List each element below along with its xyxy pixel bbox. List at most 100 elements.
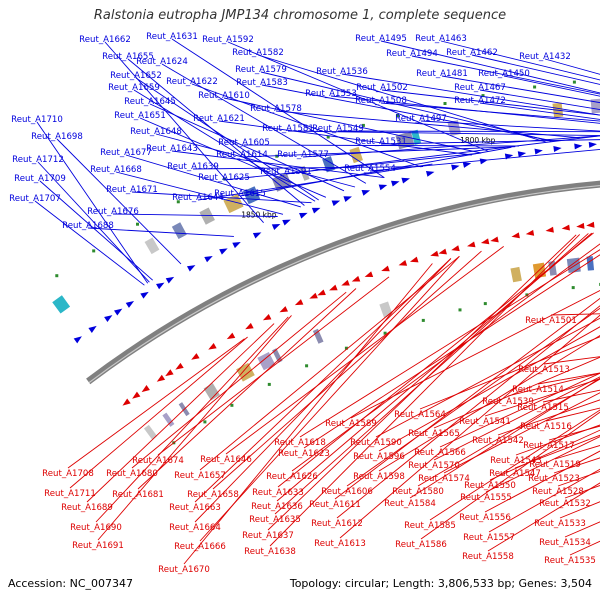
gene-label[interactable]: Reut_A1515 bbox=[517, 403, 569, 413]
gene-label[interactable]: Reut_A1528 bbox=[532, 487, 584, 497]
gene-label[interactable]: Reut_A1614 bbox=[216, 150, 268, 160]
gene-label[interactable]: Reut_A1523 bbox=[528, 474, 580, 484]
gene-label[interactable]: Reut_A1659 bbox=[108, 83, 160, 93]
gene-label[interactable]: Reut_A1517 bbox=[523, 441, 575, 451]
gene-label[interactable]: Reut_A1635 bbox=[249, 515, 301, 525]
gene-label[interactable]: Reut_A1707 bbox=[9, 194, 61, 204]
gene-label[interactable]: Reut_A1592 bbox=[202, 35, 254, 45]
gene-label[interactable]: Reut_A1472 bbox=[454, 96, 506, 106]
gene-label[interactable]: Reut_A1494 bbox=[386, 49, 438, 59]
gene-label[interactable]: Reut_A1698 bbox=[31, 132, 83, 142]
gene-label[interactable]: Reut_A1550 bbox=[464, 481, 516, 491]
gene-label[interactable]: Reut_A1577 bbox=[277, 150, 329, 160]
gene-label[interactable]: Reut_A1555 bbox=[460, 493, 512, 503]
gene-label[interactable]: Reut_A1710 bbox=[11, 115, 63, 125]
gene-label[interactable]: Reut_A1681 bbox=[112, 490, 164, 500]
gene-label[interactable]: Reut_A1658 bbox=[187, 490, 239, 500]
gene-label[interactable]: Reut_A1539 bbox=[482, 397, 534, 407]
gene-label[interactable]: Reut_A1712 bbox=[12, 155, 64, 165]
gene-label[interactable]: Reut_A1463 bbox=[415, 34, 467, 44]
gene-label[interactable]: Reut_A1618 bbox=[274, 438, 326, 448]
gene-label[interactable]: Reut_A1663 bbox=[169, 503, 221, 513]
gene-label[interactable]: Reut_A1643 bbox=[146, 144, 198, 154]
gene-label[interactable]: Reut_A1624 bbox=[136, 57, 188, 67]
gene-label[interactable]: Reut_A1557 bbox=[463, 533, 515, 543]
gene-label[interactable]: Reut_A1516 bbox=[520, 422, 572, 432]
gene-label[interactable]: Reut_A1432 bbox=[519, 52, 571, 62]
gene-label[interactable]: Reut_A1651 bbox=[114, 111, 166, 121]
gene-label[interactable]: Reut_A1623 bbox=[278, 449, 330, 459]
gene-label[interactable]: Reut_A1556 bbox=[459, 513, 511, 523]
gene-label[interactable]: Reut_A1533 bbox=[534, 519, 586, 529]
gene-label[interactable]: Reut_A1610 bbox=[198, 91, 250, 101]
gene-label[interactable]: Reut_A1652 bbox=[110, 71, 162, 81]
gene-label[interactable]: Reut_A1688 bbox=[62, 221, 114, 231]
gene-label[interactable]: Reut_A1574 bbox=[418, 474, 470, 484]
gene-label[interactable]: Reut_A1596 bbox=[353, 452, 405, 462]
gene-label[interactable]: Reut_A1570 bbox=[408, 461, 460, 471]
gene-label[interactable]: Reut_A1605 bbox=[218, 138, 270, 148]
gene-label[interactable]: Reut_A1508 bbox=[355, 96, 407, 106]
gene-label[interactable]: Reut_A1636 bbox=[251, 502, 303, 512]
gene-label[interactable]: Reut_A1536 bbox=[316, 67, 368, 77]
gene-label[interactable]: Reut_A1580 bbox=[392, 487, 444, 497]
gene-label[interactable]: Reut_A1554 bbox=[344, 164, 396, 174]
gene-label[interactable]: Reut_A1676 bbox=[87, 207, 139, 217]
gene-label[interactable]: Reut_A1519 bbox=[529, 460, 581, 470]
gene-label[interactable]: Reut_A1689 bbox=[61, 503, 113, 513]
gene-label[interactable]: Reut_A1622 bbox=[166, 77, 218, 87]
gene-label[interactable]: Reut_A1462 bbox=[446, 48, 498, 58]
gene-label[interactable]: Reut_A1542 bbox=[472, 436, 524, 446]
gene-label[interactable]: Reut_A1711 bbox=[44, 489, 96, 499]
gene-label[interactable]: Reut_A1674 bbox=[132, 456, 184, 466]
gene-label[interactable]: Reut_A1553 bbox=[305, 89, 357, 99]
gene-label[interactable]: Reut_A1626 bbox=[266, 472, 318, 482]
gene-label[interactable]: Reut_A1582 bbox=[232, 48, 284, 58]
gene-label[interactable]: Reut_A1541 bbox=[459, 417, 511, 427]
gene-label[interactable]: Reut_A1585 bbox=[404, 521, 456, 531]
gene-label[interactable]: Reut_A1531 bbox=[355, 137, 407, 147]
gene-label[interactable]: Reut_A1655 bbox=[102, 52, 154, 62]
gene-label[interactable]: Reut_A1670 bbox=[158, 565, 210, 575]
gene-label[interactable]: Reut_A1549 bbox=[312, 124, 364, 134]
gene-label[interactable]: Reut_A1583 bbox=[236, 78, 288, 88]
gene-label[interactable]: Reut_A1690 bbox=[70, 523, 122, 533]
gene-label[interactable]: Reut_A1481 bbox=[416, 69, 468, 79]
gene-label[interactable]: Reut_A1666 bbox=[174, 542, 226, 552]
gene-label[interactable]: Reut_A1668 bbox=[90, 165, 142, 175]
gene-label[interactable]: Reut_A1590 bbox=[350, 438, 402, 448]
gene-label[interactable]: Reut_A1621 bbox=[193, 114, 245, 124]
gene-label[interactable]: Reut_A1708 bbox=[42, 469, 94, 479]
gene-label[interactable]: Reut_A1581 bbox=[262, 124, 314, 134]
gene-label[interactable]: Reut_A1495 bbox=[355, 34, 407, 44]
gene-label[interactable]: Reut_A1534 bbox=[539, 538, 591, 548]
gene-label[interactable]: Reut_A1578 bbox=[250, 104, 302, 114]
gene-label[interactable]: Reut_A1613 bbox=[314, 539, 366, 549]
gene-label[interactable]: Reut_A1680 bbox=[106, 469, 158, 479]
gene-label[interactable]: Reut_A1639 bbox=[167, 162, 219, 172]
gene-label[interactable]: Reut_A1579 bbox=[235, 65, 287, 75]
gene-label[interactable]: Reut_A1584 bbox=[384, 499, 436, 509]
gene-label[interactable]: Reut_A1662 bbox=[79, 35, 131, 45]
gene-label[interactable]: Reut_A1646 bbox=[200, 455, 252, 465]
gene-label[interactable]: Reut_A1547 bbox=[489, 469, 541, 479]
gene-label[interactable]: Reut_A1664 bbox=[169, 523, 221, 533]
gene-label[interactable]: Reut_A1631 bbox=[146, 32, 198, 42]
gene-label[interactable]: Reut_A1450 bbox=[478, 69, 530, 79]
gene-label[interactable]: Reut_A1612 bbox=[311, 519, 363, 529]
gene-label[interactable]: Reut_A1709 bbox=[14, 174, 66, 184]
gene-label[interactable]: Reut_A1502 bbox=[356, 83, 408, 93]
gene-label[interactable]: Reut_A1586 bbox=[395, 540, 447, 550]
gene-label[interactable]: Reut_A1637 bbox=[242, 531, 294, 541]
gene-label[interactable]: Reut_A1633 bbox=[252, 488, 304, 498]
gene-label[interactable]: Reut_A1535 bbox=[544, 556, 596, 566]
gene-label[interactable]: Reut_A1558 bbox=[462, 552, 514, 562]
gene-label[interactable]: Reut_A1566 bbox=[414, 448, 466, 458]
gene-label[interactable]: Reut_A1638 bbox=[244, 547, 296, 557]
gene-label[interactable]: Reut_A1645 bbox=[124, 97, 176, 107]
gene-label[interactable]: Reut_A1565 bbox=[408, 429, 460, 439]
gene-label[interactable]: Reut_A1677 bbox=[100, 148, 152, 158]
gene-label[interactable]: Reut_A1598 bbox=[353, 472, 405, 482]
gene-label[interactable]: Reut_A1497 bbox=[395, 114, 447, 124]
gene-label[interactable]: Reut_A1648 bbox=[130, 127, 182, 137]
